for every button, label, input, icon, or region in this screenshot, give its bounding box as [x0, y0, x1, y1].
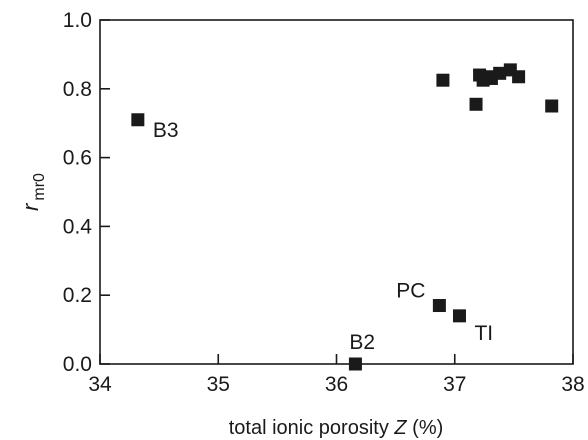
y-tick-label: 1.0: [63, 9, 92, 32]
data-point: [432, 299, 446, 313]
y-axis-title-symbol: r: [18, 202, 43, 211]
y-axis: 0.0 0.2 0.4 0.6 0.8 1.0: [63, 9, 110, 376]
point-label: PC: [396, 280, 425, 303]
point-label: B2: [349, 331, 375, 354]
x-axis-title: total ionic porosity Z (%): [229, 417, 444, 439]
y-tick-label: 0.2: [63, 284, 92, 307]
x-axis-title-text: total ionic porosity: [229, 417, 389, 439]
data-point: [469, 97, 483, 111]
x-axis: 34 35 36 37 38: [88, 354, 585, 396]
x-tick-label: 36: [325, 373, 348, 396]
x-tick-label: 35: [207, 373, 230, 396]
x-tick-label: 34: [88, 373, 112, 396]
data-point: [512, 70, 526, 84]
point-labels: B3 B2 PC TI: [153, 119, 493, 354]
y-tick-label: 0.0: [63, 353, 92, 376]
point-label: B3: [153, 119, 179, 142]
y-axis-title: rmr0: [18, 173, 48, 211]
x-axis-title-symbol: Z: [393, 417, 407, 439]
point-label: TI: [474, 322, 493, 345]
y-tick-label: 0.8: [63, 78, 92, 101]
data-points: [131, 63, 559, 371]
y-tick-label: 0.6: [63, 147, 92, 170]
svg-text:rmr0: rmr0: [18, 173, 48, 211]
data-point: [436, 73, 450, 87]
data-point: [452, 309, 466, 323]
data-point: [348, 357, 362, 371]
x-tick-label: 37: [443, 373, 466, 396]
y-axis-title-subscript: mr0: [31, 173, 48, 201]
x-tick-label: 38: [561, 373, 584, 396]
data-point: [131, 113, 145, 127]
y-tick-label: 0.4: [63, 215, 93, 238]
data-point: [545, 99, 559, 113]
data-point: [493, 66, 507, 80]
x-axis-title-unit: (%): [412, 417, 443, 439]
